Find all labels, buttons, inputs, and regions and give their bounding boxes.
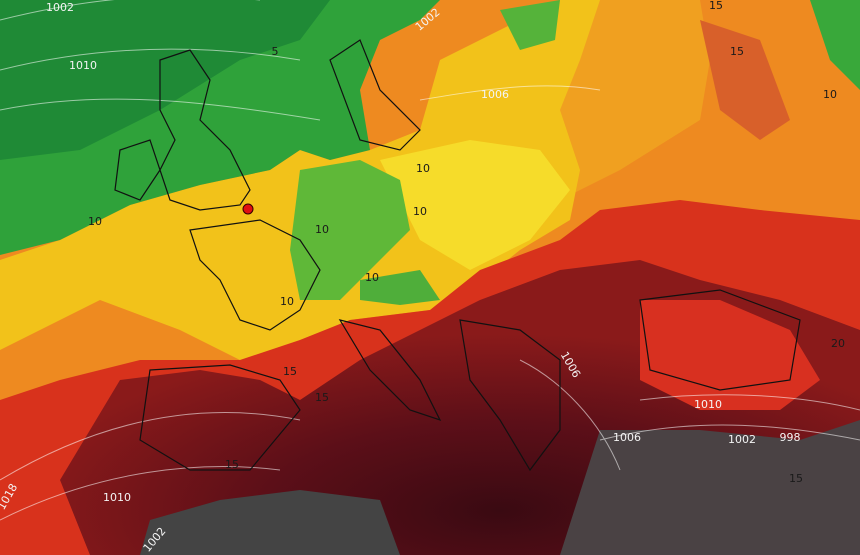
contour-label: 1010 (103, 491, 131, 504)
contour-label: 15 (730, 45, 744, 58)
contour-label: 1002 (728, 433, 756, 446)
contour-label: 10 (413, 205, 427, 218)
contour-label: 1010 (69, 59, 97, 72)
green-patch (810, 0, 860, 90)
green-patch (290, 160, 410, 300)
contour-label: 1006 (613, 431, 641, 444)
green-field (0, 0, 330, 160)
gray-field (140, 490, 400, 555)
contour-label: 10 (315, 223, 329, 236)
contour-label: 10 (88, 215, 102, 228)
contour-label: 998 (780, 431, 801, 444)
contour-label: 10 (416, 162, 430, 175)
contour-label: 10 (823, 88, 837, 101)
contour-label: 10 (280, 295, 294, 308)
contour-label: 1006 (481, 88, 509, 101)
contour-label: 15 (283, 365, 297, 378)
orange-field (560, 0, 710, 200)
contour-label: 10 (365, 271, 379, 284)
green-patch (500, 0, 560, 50)
contour-label: 1010 (694, 398, 722, 411)
isobars (0, 0, 860, 521)
contour-label: 5 (272, 45, 279, 58)
contour-label: 15 (789, 472, 803, 485)
yellow-field (380, 140, 570, 270)
contour-label: 15 (225, 458, 239, 471)
contour-label: 15 (315, 391, 329, 404)
orange-patch (700, 20, 790, 140)
coastlines (114, 39, 801, 472)
green-patch (360, 270, 440, 305)
contour-label: 15 (709, 0, 723, 12)
gray-field (560, 420, 860, 555)
contour-label: 20 (831, 337, 845, 350)
location-marker (242, 203, 254, 215)
contour-label: 1002 (46, 1, 74, 14)
